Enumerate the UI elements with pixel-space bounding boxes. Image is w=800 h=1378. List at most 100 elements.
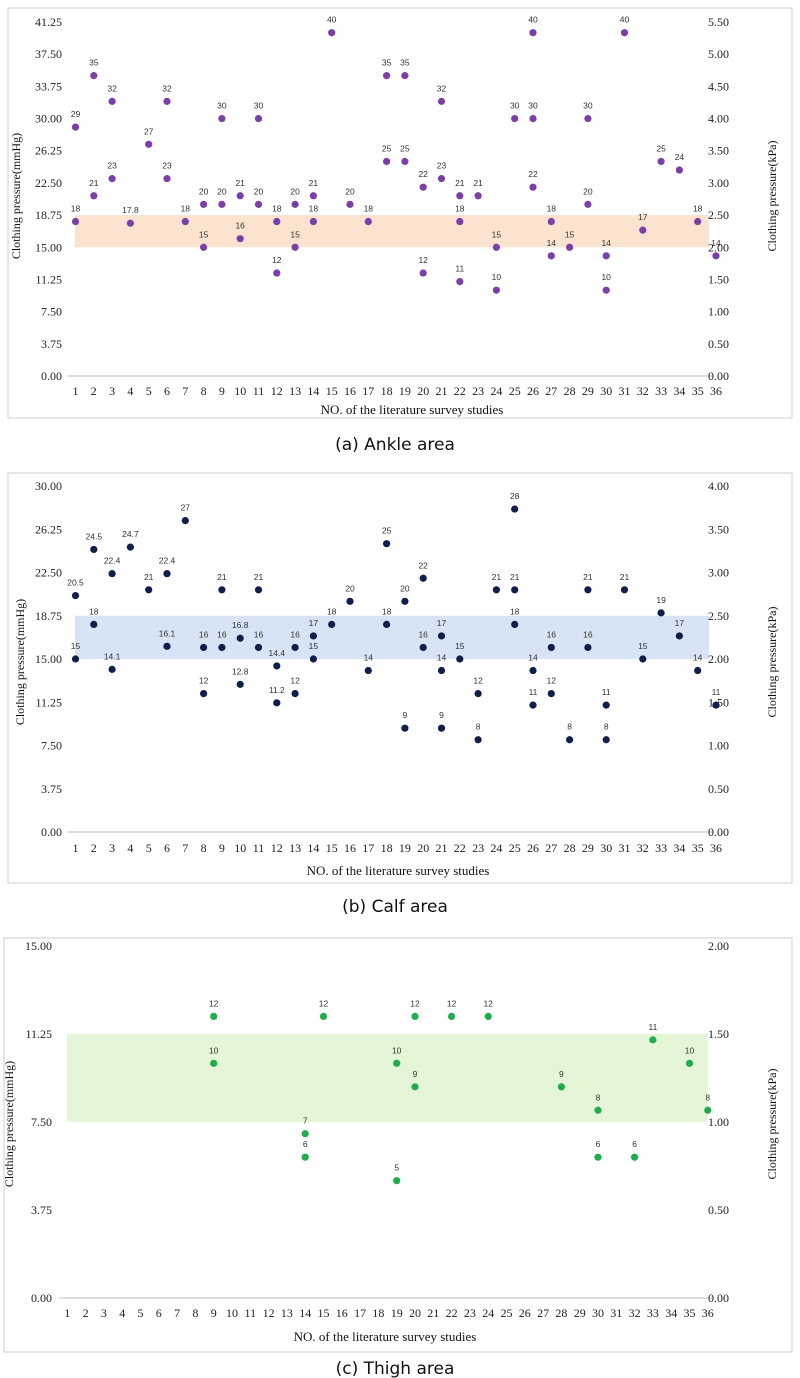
x-tick-label: 7 bbox=[182, 841, 188, 855]
x-tick-label: 24 bbox=[482, 1306, 494, 1320]
data-point bbox=[254, 114, 263, 123]
data-label: 16 bbox=[235, 221, 245, 231]
data-point bbox=[704, 1106, 712, 1114]
x-tick-label: 1 bbox=[73, 384, 79, 398]
y-tick-label: 15.00 bbox=[25, 939, 52, 953]
data-point bbox=[437, 632, 446, 640]
data-point bbox=[584, 114, 592, 123]
data-label: 12 bbox=[290, 676, 300, 686]
data-point bbox=[712, 701, 720, 709]
x-tick-label: 22 bbox=[454, 841, 466, 855]
x-axis-title: NO. of the literature survey studies bbox=[321, 402, 504, 417]
data-label: 6 bbox=[303, 1139, 308, 1149]
y-tick-label: 7.50 bbox=[41, 305, 62, 319]
data-point bbox=[319, 1012, 328, 1021]
data-point bbox=[584, 200, 592, 208]
x-tick-label: 8 bbox=[201, 841, 207, 855]
x-tick-label: 23 bbox=[472, 384, 484, 398]
data-label: 30 bbox=[510, 101, 520, 111]
x-tick-label: 16 bbox=[344, 841, 356, 855]
y-tick-label: 3.75 bbox=[41, 782, 62, 796]
x-axis-ticks: 1 2 3 4 5 6 7 8 9 10 11 12 13 14 15 16 17 18 19 20 21 22 23 24 2… bbox=[73, 384, 723, 398]
data-label: 12 bbox=[473, 676, 483, 686]
data-label: 16 bbox=[254, 629, 264, 639]
data-label: 15 bbox=[309, 641, 319, 651]
data-point bbox=[273, 217, 281, 226]
data-label: 12 bbox=[410, 998, 420, 1008]
data-point bbox=[218, 114, 226, 123]
data-label: 20.5 bbox=[67, 578, 84, 588]
data-label: 12 bbox=[209, 998, 219, 1008]
data-label: 14.4 bbox=[269, 648, 286, 658]
y-axis-left-ticks: 0.00 3.75 7.50 11.25 15.00 bbox=[25, 939, 52, 1305]
data-label: 6 bbox=[596, 1139, 601, 1149]
x-tick-label: 20 bbox=[417, 384, 429, 398]
data-label: 18 bbox=[89, 606, 99, 616]
x-tick-label: 2 bbox=[91, 384, 97, 398]
data-point bbox=[145, 586, 153, 594]
data-point bbox=[163, 97, 171, 105]
y-axis-right-ticks: 0.00 0.50 1.00 1.50 2.00 2.50 3.00 3.50 4.00 4.50… bbox=[708, 15, 729, 383]
data-label: 40 bbox=[327, 15, 337, 25]
data-label: 16.1 bbox=[159, 628, 176, 638]
data-point bbox=[694, 217, 702, 226]
data-point bbox=[694, 666, 702, 675]
data-point bbox=[328, 620, 336, 629]
data-label: 21 bbox=[510, 572, 520, 582]
data-point bbox=[200, 690, 208, 698]
data-point bbox=[71, 655, 80, 663]
x-tick-label: 10 bbox=[234, 384, 246, 398]
data-label: 18 bbox=[71, 204, 81, 214]
data-point bbox=[594, 1106, 602, 1114]
data-label: 17 bbox=[638, 212, 648, 222]
data-point bbox=[236, 680, 244, 688]
data-point bbox=[236, 235, 244, 243]
data-point bbox=[649, 1036, 657, 1044]
target-range-band bbox=[75, 615, 709, 659]
x-tick-label: 5 bbox=[138, 1306, 144, 1320]
data-point bbox=[474, 736, 482, 744]
data-point bbox=[145, 140, 153, 148]
data-label: 29 bbox=[71, 109, 81, 119]
data-label: 21 bbox=[235, 178, 245, 188]
x-tick-label: 12 bbox=[271, 384, 283, 398]
x-tick-label: 13 bbox=[289, 841, 301, 855]
y-axis-left-ticks: 0.00 3.75 7.50 11.25 15.00 18.75 22.50 26.25 30.… bbox=[35, 15, 62, 383]
data-point bbox=[254, 643, 263, 652]
data-point bbox=[547, 643, 555, 652]
data-point bbox=[419, 269, 427, 277]
data-point bbox=[200, 243, 208, 251]
data-point bbox=[393, 1177, 401, 1185]
data-label: 20 bbox=[345, 186, 355, 196]
x-tick-label: 25 bbox=[501, 1306, 513, 1320]
data-label: 15 bbox=[492, 229, 502, 239]
x-tick-label: 14 bbox=[307, 384, 319, 398]
data-point bbox=[419, 574, 427, 582]
x-tick-label: 20 bbox=[417, 841, 429, 855]
x-tick-label: 10 bbox=[234, 841, 246, 855]
data-label: 20 bbox=[345, 583, 355, 593]
x-tick-label: 27 bbox=[545, 841, 557, 855]
data-label: 35 bbox=[400, 58, 410, 68]
data-label: 17 bbox=[437, 618, 447, 628]
x-tick-label: 7 bbox=[182, 384, 188, 398]
y-tick-label: 7.50 bbox=[31, 1115, 52, 1129]
x-tick-label: 36 bbox=[710, 384, 722, 398]
data-label: 18 bbox=[364, 204, 374, 214]
data-label: 18 bbox=[382, 606, 392, 616]
data-point bbox=[364, 666, 372, 675]
data-point bbox=[492, 243, 500, 251]
data-point bbox=[218, 586, 226, 594]
data-label: 35 bbox=[382, 58, 392, 68]
data-label: 11 bbox=[648, 1022, 657, 1032]
x-tick-label: 26 bbox=[519, 1306, 531, 1320]
data-label: 12 bbox=[547, 676, 557, 686]
x-tick-label: 23 bbox=[472, 841, 484, 855]
data-label: 16 bbox=[217, 629, 227, 639]
data-point bbox=[557, 1083, 566, 1091]
data-label: 20 bbox=[217, 186, 227, 196]
data-label: 14 bbox=[601, 238, 611, 248]
data-label: 25 bbox=[656, 143, 666, 153]
x-tick-label: 11 bbox=[253, 384, 265, 398]
data-point bbox=[273, 269, 281, 277]
